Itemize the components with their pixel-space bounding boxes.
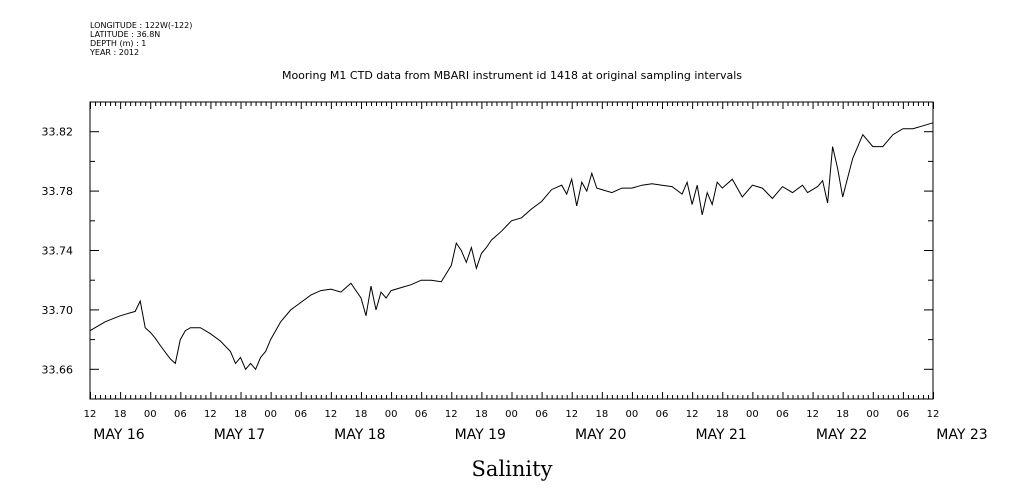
x-axis-title: Salinity bbox=[472, 457, 553, 481]
x-hour-label: 18 bbox=[716, 409, 729, 420]
y-tick-label: 33.66 bbox=[42, 363, 74, 376]
x-hour-label: 18 bbox=[836, 409, 849, 420]
x-hour-label: 18 bbox=[234, 409, 247, 420]
meta-year: YEAR : 2012 bbox=[90, 48, 140, 57]
x-hour-label: 00 bbox=[264, 409, 277, 420]
x-day-label: MAY 22 bbox=[816, 427, 867, 443]
x-hour-label: 12 bbox=[927, 409, 940, 420]
x-hour-label: 06 bbox=[897, 409, 910, 420]
axis-ticks bbox=[90, 101, 934, 400]
x-hour-label: 18 bbox=[355, 409, 368, 420]
x-hour-label: 12 bbox=[806, 409, 819, 420]
x-day-label: MAY 18 bbox=[334, 427, 385, 443]
x-day-label: MAY 19 bbox=[455, 427, 506, 443]
x-hour-label: 06 bbox=[415, 409, 428, 420]
x-hour-label: 06 bbox=[294, 409, 307, 420]
x-hour-label: 18 bbox=[114, 409, 127, 420]
x-day-label: MAY 23 bbox=[936, 427, 987, 443]
x-hour-label: 00 bbox=[144, 409, 157, 420]
x-hour-label: 12 bbox=[84, 409, 97, 420]
plot-frame bbox=[89, 101, 934, 400]
salinity-series-line bbox=[89, 122, 934, 371]
y-tick-label: 33.82 bbox=[42, 126, 74, 139]
x-day-label: MAY 21 bbox=[695, 427, 746, 443]
x-hour-label: 18 bbox=[595, 409, 608, 420]
x-axis-labels: 12 18 00 06 12 18 00 06 12 18 00 06 12 18 00 06 12 18 00 06… bbox=[84, 409, 988, 443]
metadata-block: LONGITUDE : 122W(-122) LATITUDE : 36.8N … bbox=[90, 21, 192, 57]
x-hour-label: 00 bbox=[626, 409, 639, 420]
x-hour-label: 12 bbox=[565, 409, 578, 420]
y-axis-labels: 33.66 33.70 33.74 33.78 33.82 bbox=[42, 126, 74, 377]
y-tick-label: 33.70 bbox=[42, 304, 74, 317]
y-tick-label: 33.78 bbox=[42, 185, 74, 198]
chart-title: Mooring M1 CTD data from MBARI instrumen… bbox=[281, 69, 743, 82]
x-day-label: MAY 20 bbox=[575, 427, 626, 443]
x-hour-label: 00 bbox=[385, 409, 398, 420]
x-day-label: MAY 17 bbox=[214, 427, 265, 443]
meta-longitude: LONGITUDE : 122W(-122) bbox=[90, 21, 193, 30]
x-hour-label: 12 bbox=[204, 409, 217, 420]
meta-latitude: LATITUDE : 36.8N bbox=[90, 30, 161, 39]
x-hour-label: 00 bbox=[866, 409, 879, 420]
x-hour-label: 06 bbox=[535, 409, 548, 420]
x-hour-label: 06 bbox=[174, 409, 187, 420]
x-hour-label: 06 bbox=[776, 409, 789, 420]
y-tick-label: 33.74 bbox=[42, 245, 74, 258]
x-hour-label: 12 bbox=[324, 409, 337, 420]
x-hour-label: 12 bbox=[686, 409, 699, 420]
x-hour-label: 00 bbox=[746, 409, 759, 420]
meta-depth: DEPTH (m) : 1 bbox=[90, 39, 147, 48]
x-hour-label: 18 bbox=[475, 409, 488, 420]
x-hour-label: 12 bbox=[445, 409, 458, 420]
x-hour-label: 06 bbox=[656, 409, 669, 420]
x-hour-label: 00 bbox=[505, 409, 518, 420]
x-day-label: MAY 16 bbox=[93, 427, 144, 443]
